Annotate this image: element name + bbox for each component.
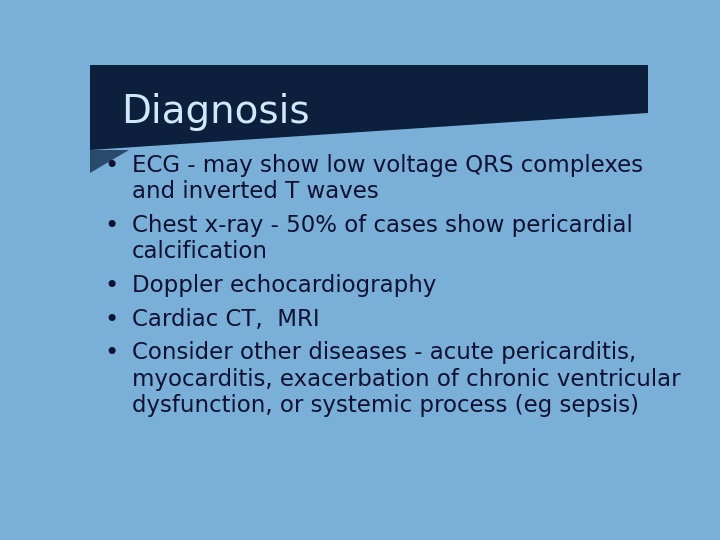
Text: calcification: calcification (132, 240, 268, 264)
Text: Chest x-ray - 50% of cases show pericardial: Chest x-ray - 50% of cases show pericard… (132, 214, 633, 237)
Polygon shape (90, 65, 648, 150)
Text: myocarditis, exacerbation of chronic ventricular: myocarditis, exacerbation of chronic ven… (132, 368, 680, 390)
Text: dysfunction, or systemic process (eg sepsis): dysfunction, or systemic process (eg sep… (132, 394, 639, 417)
Text: •: • (104, 308, 118, 332)
Text: ECG - may show low voltage QRS complexes: ECG - may show low voltage QRS complexes (132, 154, 643, 177)
Text: •: • (104, 154, 118, 178)
Polygon shape (90, 150, 129, 173)
Text: Consider other diseases - acute pericarditis,: Consider other diseases - acute pericard… (132, 341, 636, 365)
Text: •: • (104, 341, 118, 365)
Text: Doppler echocardiography: Doppler echocardiography (132, 274, 436, 297)
Text: Cardiac CT,  MRI: Cardiac CT, MRI (132, 308, 320, 330)
Text: and inverted T waves: and inverted T waves (132, 180, 379, 204)
Text: •: • (104, 274, 118, 298)
Text: •: • (104, 214, 118, 238)
Text: Diagnosis: Diagnosis (121, 92, 310, 131)
